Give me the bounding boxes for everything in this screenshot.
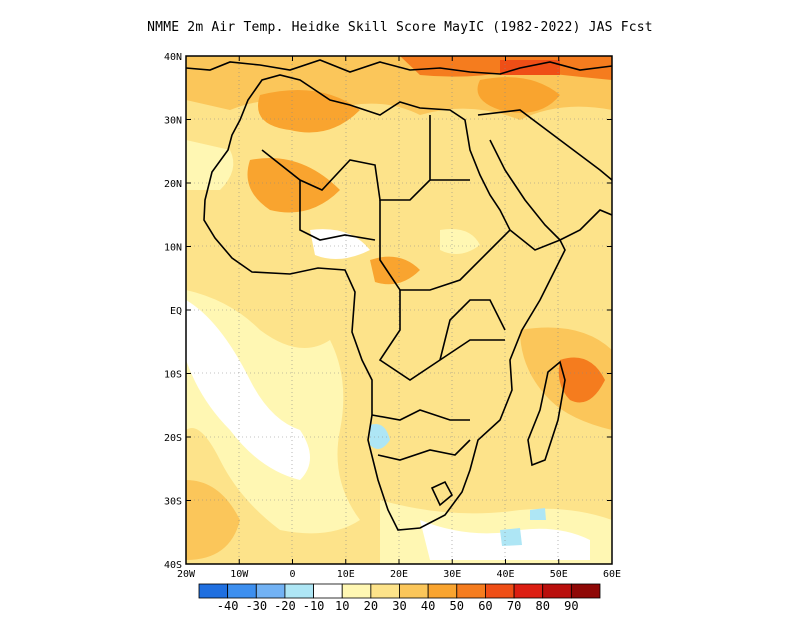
lat-tick-label: 20S — [164, 433, 182, 444]
colorbar-swatch — [427, 583, 458, 599]
colorbar-labels: -40 -30 -20 -10 10 20 30 40 50 60 70 80 90 — [217, 599, 579, 613]
colorbar-swatch — [198, 583, 229, 599]
lat-tick-label: 30S — [164, 497, 182, 508]
lon-tick-label: 20W — [177, 569, 196, 580]
colorbar-swatch — [370, 583, 400, 599]
lat-tick-label: 10N — [164, 243, 182, 254]
colorbar-swatch — [313, 583, 343, 599]
colorbar — [198, 583, 601, 599]
lat-tick-label: 40N — [164, 52, 182, 63]
colorbar-label: 80 — [535, 599, 549, 613]
colorbar-label: 70 — [507, 599, 521, 613]
colorbar-swatch — [255, 583, 286, 599]
colorbar-swatch — [513, 583, 544, 599]
colorbar-swatch — [542, 583, 572, 599]
latitude-labels: 40N 30N 20N 10N EQ 10S 20S 30S 40S — [164, 52, 182, 571]
colorbar-label: 30 — [392, 599, 406, 613]
lon-tick-label: 50E — [550, 569, 568, 580]
colorbar-label: -30 — [245, 599, 267, 613]
lon-tick-label: 40E — [496, 569, 514, 580]
colorbar-label: 50 — [450, 599, 464, 613]
lon-tick-label: 20E — [390, 569, 408, 580]
colorbar-swatch — [485, 583, 515, 599]
colorbar-swatch — [570, 583, 601, 599]
lat-tick-label: 10S — [164, 370, 182, 381]
colorbar-label: -20 — [274, 599, 296, 613]
colorbar-swatch — [456, 583, 486, 599]
coastlines-borders — [186, 59, 612, 531]
lon-tick-label: 0 — [289, 569, 295, 580]
longitude-labels: 20W 10W 0 10E 20E 30E 40E 50E 60E — [177, 569, 621, 580]
colorbar-swatch — [399, 583, 429, 599]
lon-tick-label: 10W — [230, 569, 249, 580]
lat-tick-label: 40S — [164, 560, 182, 571]
colorbar-label: -10 — [303, 599, 325, 613]
colorbar-swatch — [227, 583, 257, 599]
map-title: NMME 2m Air Temp. Heidke Skill Score May… — [147, 20, 653, 35]
lon-tick-label: 60E — [603, 569, 621, 580]
grid-lines — [186, 56, 612, 564]
colorbar-label: 60 — [478, 599, 492, 613]
colorbar-swatch — [284, 583, 314, 599]
lat-tick-label: 20N — [164, 179, 182, 190]
colorbar-swatch — [341, 583, 372, 599]
lat-tick-label: 30N — [164, 116, 182, 127]
colorbar-label: 40 — [421, 599, 435, 613]
colorbar-label: 10 — [335, 599, 349, 613]
lon-tick-label: 30E — [443, 569, 461, 580]
colorbar-label: 20 — [364, 599, 378, 613]
lon-tick-label: 10E — [337, 569, 355, 580]
axis-ticks — [185, 55, 613, 565]
colorbar-label: -40 — [217, 599, 239, 613]
colorbar-label: 90 — [564, 599, 578, 613]
lat-tick-label: EQ — [170, 306, 182, 317]
